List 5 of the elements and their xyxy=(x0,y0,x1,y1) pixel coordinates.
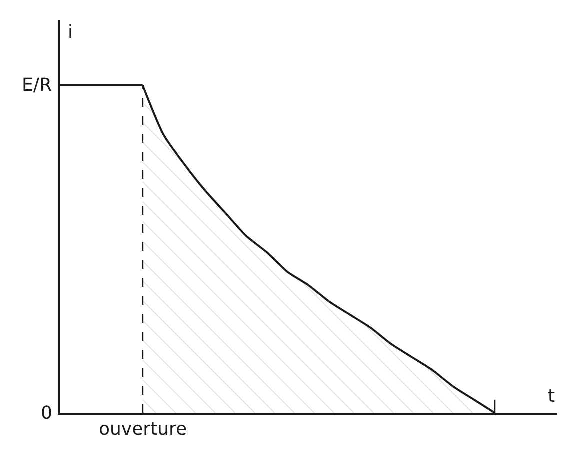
text: E/R xyxy=(22,75,52,96)
y-axis-title: i xyxy=(68,22,74,43)
text: 0 xyxy=(41,403,52,424)
text: ouverture xyxy=(99,419,188,440)
x-axis-title: t xyxy=(548,386,556,407)
